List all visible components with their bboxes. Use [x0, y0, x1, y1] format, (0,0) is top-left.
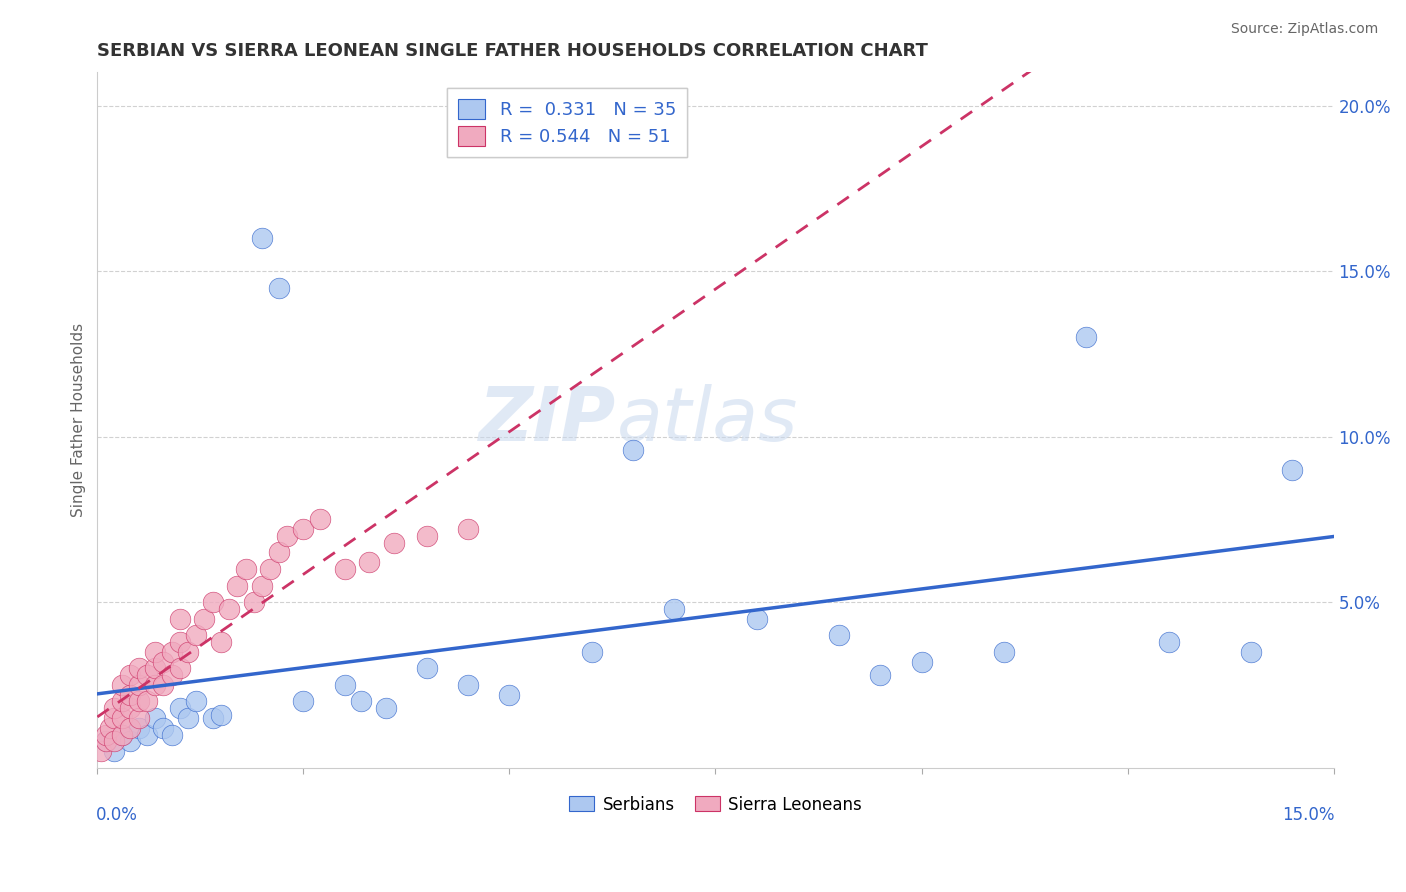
Point	[250, 579, 273, 593]
Point	[186, 694, 208, 708]
Point	[111, 678, 134, 692]
Point	[498, 688, 520, 702]
Point	[143, 661, 166, 675]
Point	[98, 721, 121, 735]
Point	[267, 545, 290, 559]
Text: 0.0%: 0.0%	[96, 806, 138, 824]
Point	[292, 694, 315, 708]
Point	[1240, 645, 1263, 659]
Point	[333, 562, 356, 576]
Point	[120, 701, 142, 715]
Point	[250, 231, 273, 245]
Point	[201, 595, 224, 609]
Point	[103, 701, 125, 715]
Point	[267, 280, 290, 294]
Point	[201, 711, 224, 725]
Text: atlas: atlas	[617, 384, 799, 456]
Point	[120, 668, 142, 682]
Point	[177, 711, 200, 725]
Point	[828, 628, 851, 642]
Point	[333, 678, 356, 692]
Point	[235, 562, 257, 576]
Point	[581, 645, 603, 659]
Point	[1281, 463, 1303, 477]
Point	[111, 728, 134, 742]
Point	[193, 612, 215, 626]
Point	[226, 579, 249, 593]
Text: 15.0%: 15.0%	[1282, 806, 1334, 824]
Point	[128, 711, 150, 725]
Point	[120, 721, 142, 735]
Point	[209, 635, 232, 649]
Point	[350, 694, 373, 708]
Point	[910, 655, 932, 669]
Point	[169, 701, 191, 715]
Point	[135, 694, 157, 708]
Point	[416, 529, 439, 543]
Point	[152, 655, 174, 669]
Y-axis label: Single Father Households: Single Father Households	[72, 323, 86, 517]
Point	[128, 661, 150, 675]
Point	[143, 645, 166, 659]
Point	[457, 522, 479, 536]
Point	[359, 556, 381, 570]
Point	[143, 678, 166, 692]
Text: ZIP: ZIP	[479, 384, 617, 457]
Point	[169, 661, 191, 675]
Point	[103, 734, 125, 748]
Point	[120, 688, 142, 702]
Point	[169, 635, 191, 649]
Point	[128, 678, 150, 692]
Point	[382, 535, 405, 549]
Point	[94, 734, 117, 748]
Point	[111, 711, 134, 725]
Text: Source: ZipAtlas.com: Source: ZipAtlas.com	[1230, 22, 1378, 37]
Point	[177, 645, 200, 659]
Point	[664, 601, 686, 615]
Point	[128, 694, 150, 708]
Point	[111, 694, 134, 708]
Point	[276, 529, 298, 543]
Legend: R =  0.331   N = 35, R = 0.544   N = 51: R = 0.331 N = 35, R = 0.544 N = 51	[447, 88, 688, 157]
Point	[160, 645, 183, 659]
Point	[209, 707, 232, 722]
Point	[1076, 330, 1098, 344]
Point	[160, 728, 183, 742]
Point	[160, 668, 183, 682]
Point	[128, 721, 150, 735]
Point	[457, 678, 479, 692]
Point	[186, 628, 208, 642]
Point	[292, 522, 315, 536]
Point	[111, 728, 134, 742]
Point	[169, 612, 191, 626]
Point	[135, 668, 157, 682]
Point	[309, 512, 332, 526]
Point	[152, 721, 174, 735]
Point	[218, 601, 240, 615]
Point	[416, 661, 439, 675]
Point	[94, 728, 117, 742]
Point	[621, 442, 644, 457]
Point	[869, 668, 891, 682]
Point	[259, 562, 281, 576]
Point	[745, 612, 768, 626]
Point	[94, 734, 117, 748]
Point	[993, 645, 1015, 659]
Point	[103, 711, 125, 725]
Point	[120, 734, 142, 748]
Point	[90, 744, 112, 758]
Point	[143, 711, 166, 725]
Point	[135, 728, 157, 742]
Point	[243, 595, 266, 609]
Point	[374, 701, 396, 715]
Point	[1157, 635, 1180, 649]
Point	[152, 678, 174, 692]
Text: SERBIAN VS SIERRA LEONEAN SINGLE FATHER HOUSEHOLDS CORRELATION CHART: SERBIAN VS SIERRA LEONEAN SINGLE FATHER …	[97, 42, 928, 60]
Point	[103, 744, 125, 758]
